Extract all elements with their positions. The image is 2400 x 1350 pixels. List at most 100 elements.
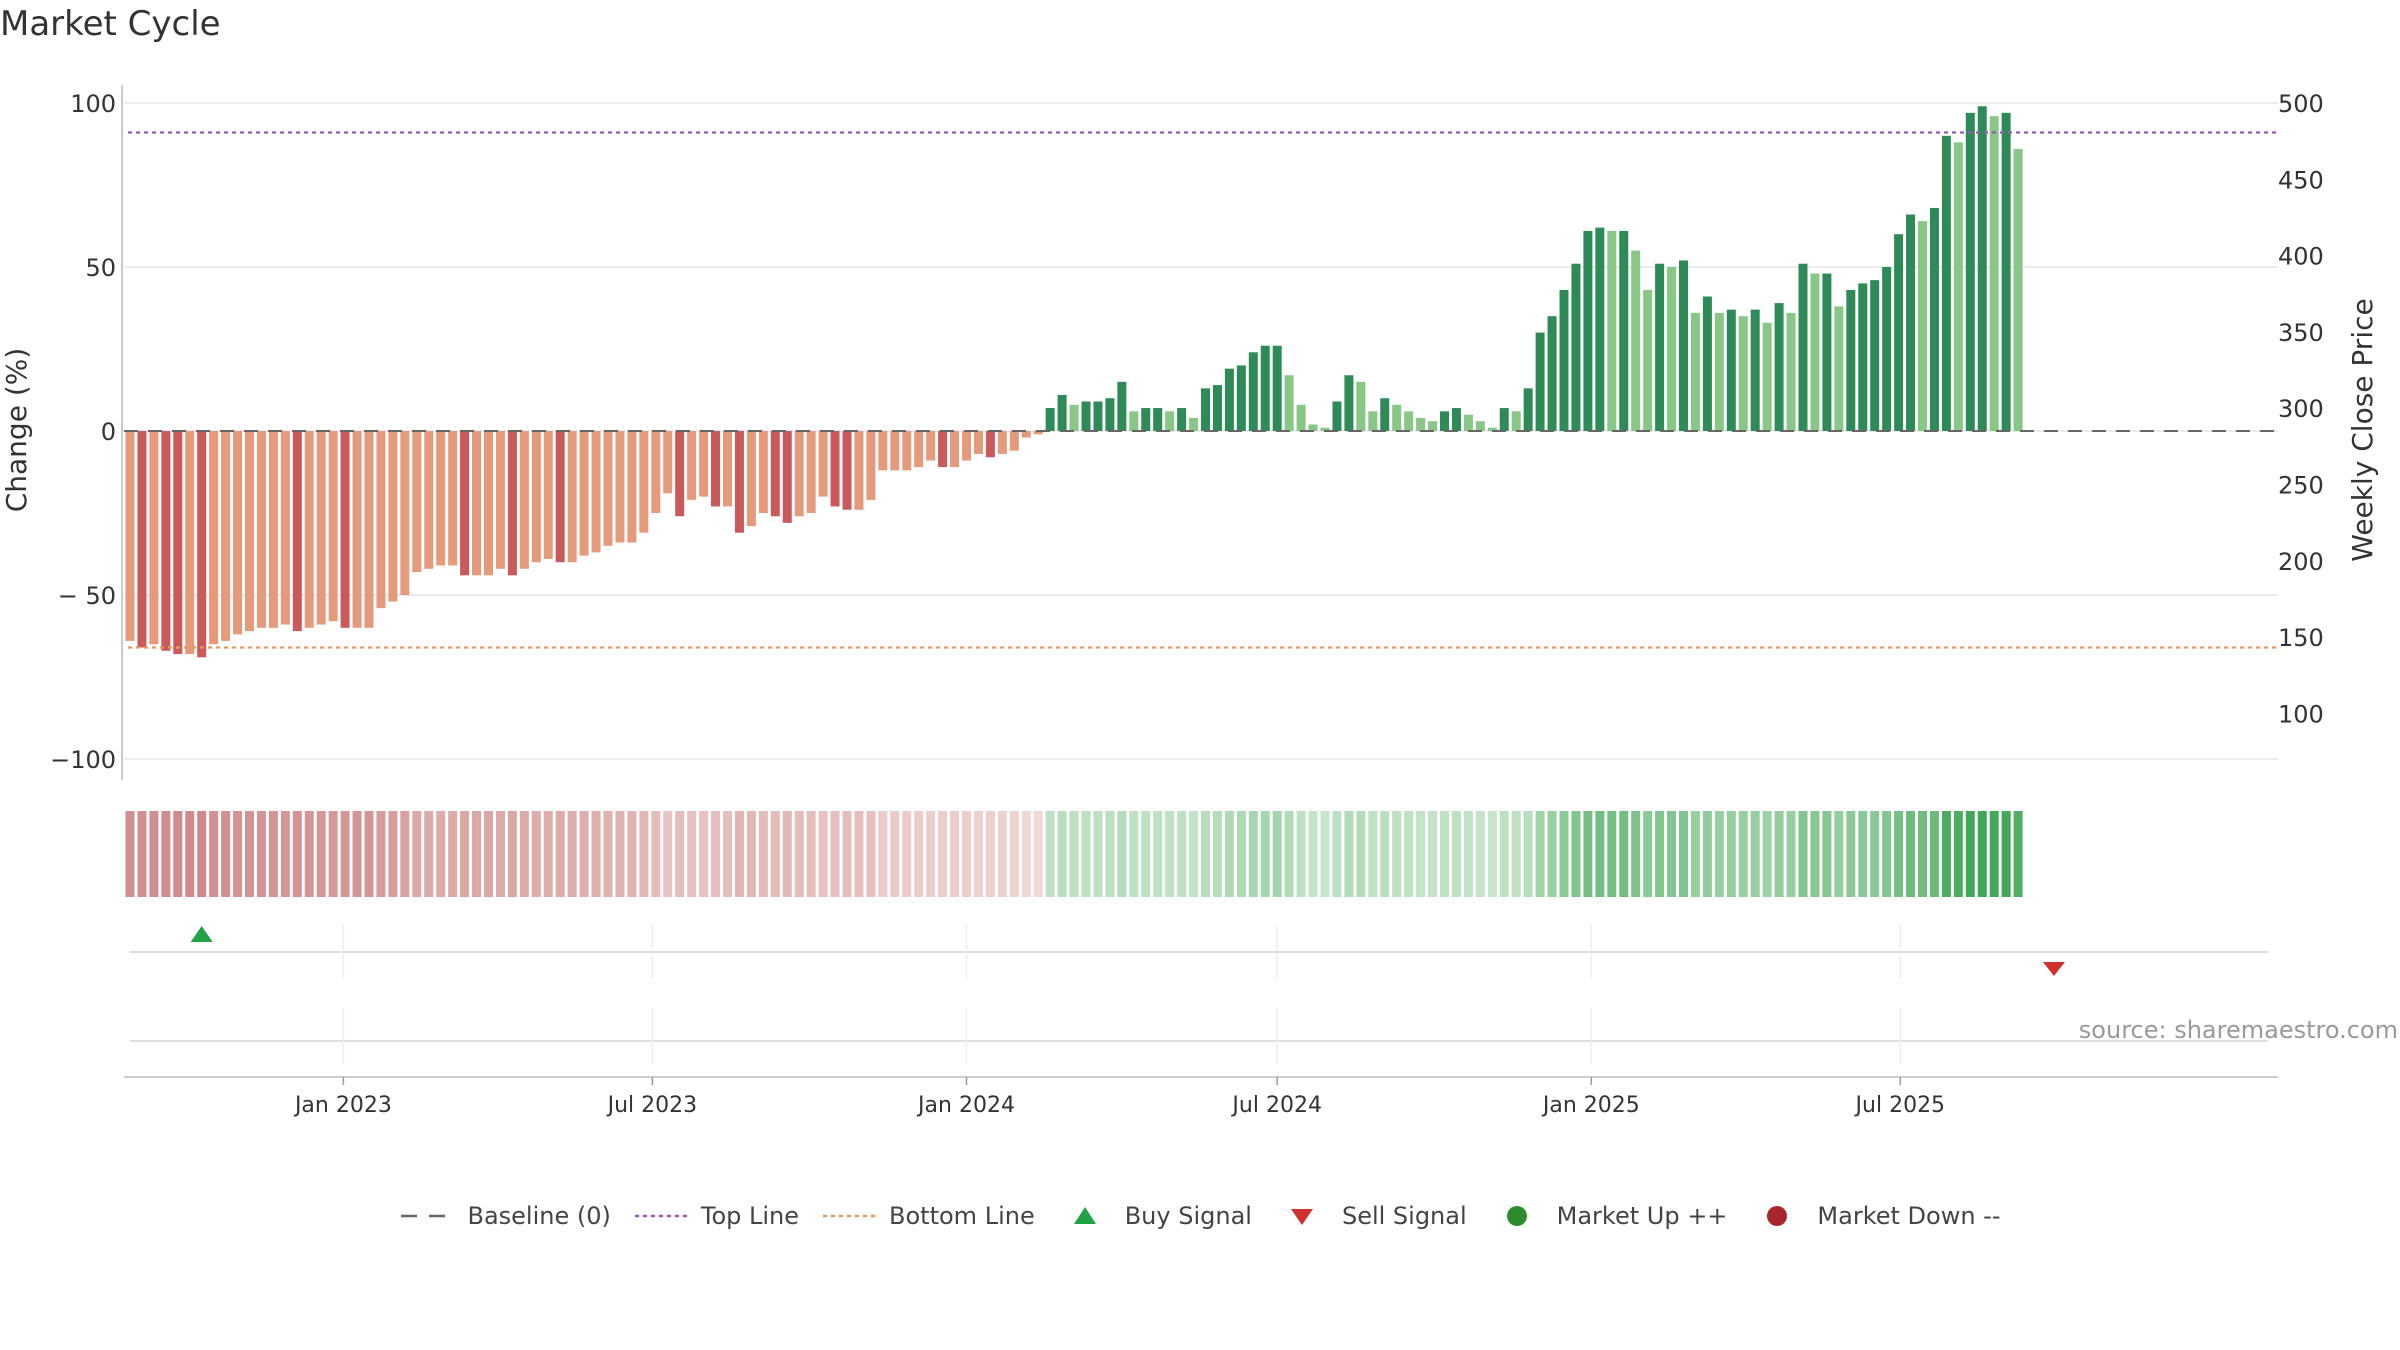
y-tick-right: 500 <box>2278 90 2324 118</box>
bar <box>1368 411 1378 431</box>
bar <box>675 431 685 517</box>
strip-cell <box>1380 811 1390 897</box>
strip-cell <box>149 811 159 897</box>
strip-cell <box>1189 811 1199 897</box>
bar <box>1248 352 1258 431</box>
bar <box>663 431 673 494</box>
strip-cell <box>1093 811 1103 897</box>
strip-cell <box>1977 811 1987 897</box>
bar <box>1535 332 1545 431</box>
heat-strip <box>125 811 2023 897</box>
bar <box>782 431 792 523</box>
y-tick-right: 200 <box>2278 548 2324 576</box>
bar <box>340 431 350 628</box>
strip-cell <box>137 811 147 897</box>
strip-cell <box>663 811 673 897</box>
bar <box>1726 309 1736 431</box>
strip-cell <box>1750 811 1760 897</box>
bar <box>794 431 804 517</box>
bar <box>256 431 266 628</box>
bar <box>1822 273 1832 431</box>
bar <box>639 431 649 533</box>
strip-cell <box>1272 811 1282 897</box>
strip-cell <box>197 811 207 897</box>
x-tick-label: Jan 2025 <box>1541 1093 1640 1118</box>
bar <box>1583 230 1593 431</box>
x-tick-label: Jan 2024 <box>916 1093 1015 1118</box>
bar <box>436 431 446 566</box>
bar <box>185 431 195 655</box>
strip-cell <box>1535 811 1545 897</box>
bar <box>316 431 326 625</box>
bar <box>830 431 840 507</box>
strip-cell <box>1918 811 1927 897</box>
source-note: source: sharemaestro.com <box>2078 1016 2398 1044</box>
strip-cell <box>2013 811 2023 897</box>
bar <box>1786 312 1796 431</box>
strip-cell <box>1224 811 1234 897</box>
bar <box>1177 408 1187 431</box>
strip-cell <box>902 811 912 897</box>
strip-cell <box>1523 811 1533 897</box>
strip-cell <box>412 811 422 897</box>
strip-cell <box>1547 811 1557 897</box>
bar <box>543 431 553 559</box>
strip-cell <box>1057 811 1067 897</box>
bar <box>1284 375 1294 431</box>
bar <box>1511 411 1521 431</box>
strip-cell <box>1822 811 1832 897</box>
bar <box>412 431 422 573</box>
strip-cell <box>1834 811 1844 897</box>
bar <box>1774 303 1784 431</box>
strip-cell <box>352 811 362 897</box>
strip-cell <box>1069 811 1079 897</box>
y-axis-label-left: Change (%) <box>0 348 33 513</box>
strip-cell <box>567 811 577 897</box>
bar <box>1440 411 1449 431</box>
bar <box>1296 404 1306 431</box>
strip-cell <box>1607 811 1617 897</box>
bar <box>137 431 147 648</box>
strip-cell <box>806 811 816 897</box>
reference-lines <box>124 131 2278 649</box>
strip-cell <box>460 811 470 897</box>
bar <box>376 431 386 609</box>
bar <box>1057 394 1067 431</box>
strip-cell <box>1726 811 1736 897</box>
bar <box>1643 289 1653 431</box>
strip-cell <box>388 811 398 897</box>
bar <box>519 431 529 569</box>
strip-cell <box>531 811 541 897</box>
bar <box>746 431 756 527</box>
bar <box>1965 112 1975 431</box>
legend-item: Market Up ++ <box>1489 1202 1727 1230</box>
strip-cell <box>2001 811 2011 897</box>
strip-cell <box>1929 811 1939 897</box>
strip-cell <box>1045 811 1055 897</box>
bar <box>280 431 290 625</box>
y-tick-left: 100 <box>70 90 116 118</box>
strip-cell <box>950 811 960 897</box>
bar <box>1882 267 1892 431</box>
bar <box>1416 417 1426 431</box>
bar <box>1523 388 1533 431</box>
strip-cell <box>651 811 661 897</box>
bar <box>1655 263 1665 431</box>
strip-cell <box>938 811 948 897</box>
bar <box>245 431 254 632</box>
strip-cell <box>770 811 780 897</box>
y-axis-label-right: Weekly Close Price <box>2346 298 2379 561</box>
legend-triangle-up <box>1073 1207 1096 1224</box>
bar <box>699 431 709 497</box>
bar <box>1690 312 1700 431</box>
strip-cell <box>1965 811 1975 897</box>
strip-cell <box>591 811 601 897</box>
bar <box>233 431 243 635</box>
bar <box>1559 289 1569 431</box>
bar <box>1846 289 1856 431</box>
bar <box>173 431 183 655</box>
strip-cell <box>1344 811 1354 897</box>
strip-cell <box>1858 811 1868 897</box>
strip-cell <box>1428 811 1438 897</box>
bar <box>1189 417 1199 431</box>
